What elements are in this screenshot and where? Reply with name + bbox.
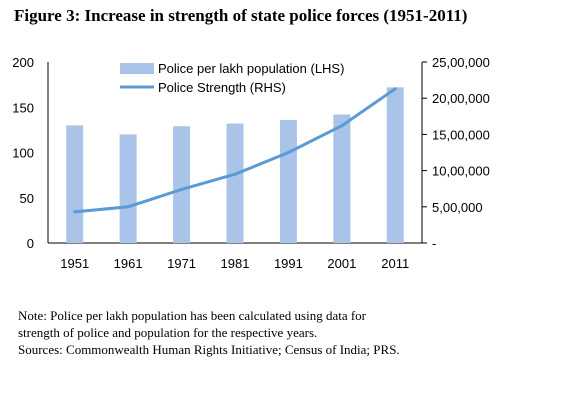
x-tick-label: 2011 (381, 256, 409, 271)
note-line: Note: Police per lakh population has bee… (18, 308, 366, 323)
x-tick-label: 1961 (114, 256, 143, 271)
left-tick-label: 50 (20, 191, 34, 206)
note-line: strength of police and population for th… (18, 325, 318, 340)
bar (386, 87, 404, 243)
legend-line-label: Police Strength (RHS) (158, 80, 286, 95)
line-point (126, 205, 130, 209)
legend-bar-swatch (120, 63, 154, 74)
x-axis-labels: 1951 1961 1971 1981 1991 2001 2011 (60, 256, 409, 271)
x-tick-label: 2001 (327, 256, 356, 271)
bar (173, 126, 191, 243)
legend-bar-label: Police per lakh population (LHS) (158, 61, 344, 76)
bar-series (66, 87, 404, 244)
left-tick-label: 150 (12, 100, 34, 115)
left-tick-label: 0 (27, 236, 34, 251)
legend: Police per lakh population (LHS) Police … (120, 61, 344, 95)
line-point (73, 210, 77, 214)
line-point (180, 187, 184, 191)
right-tick-label: 15,00,000 (432, 127, 490, 142)
bar (119, 134, 137, 243)
bar (333, 114, 351, 244)
right-tick-label: - (432, 236, 436, 251)
line-point (340, 124, 344, 128)
right-tick-label: 10,00,000 (432, 164, 490, 179)
x-tick-label: 1971 (167, 256, 196, 271)
right-tick-label: 25,00,000 (432, 55, 490, 70)
bar (279, 119, 297, 243)
line-point (233, 172, 237, 176)
line-point (286, 151, 290, 154)
right-tick-label: 20,00,000 (432, 91, 490, 106)
right-tick-label: 5,00,000 (432, 200, 483, 215)
sources-line: Sources: Commonwealth Human Rights Initi… (18, 342, 400, 357)
x-tick-label: 1981 (221, 256, 250, 271)
right-axis: - 5,00,000 10,00,000 15,00,000 20,00,000 25,0… (421, 55, 490, 251)
chart-note: Note: Police per lakh population has bee… (18, 307, 400, 358)
bar (226, 123, 244, 243)
bar (66, 125, 84, 243)
figure-title: Figure 3: Increase in strength of state … (14, 6, 468, 25)
line-series (73, 87, 397, 214)
line-point (393, 87, 397, 91)
police-strength-chart: 0 50 100 150 200 - 5,00,000 10,00,000 15,00,000… (12, 55, 490, 271)
left-tick-label: 100 (12, 146, 34, 161)
x-tick-label: 1951 (60, 256, 89, 271)
x-tick-label: 1991 (274, 256, 303, 271)
left-tick-label: 200 (12, 55, 34, 70)
